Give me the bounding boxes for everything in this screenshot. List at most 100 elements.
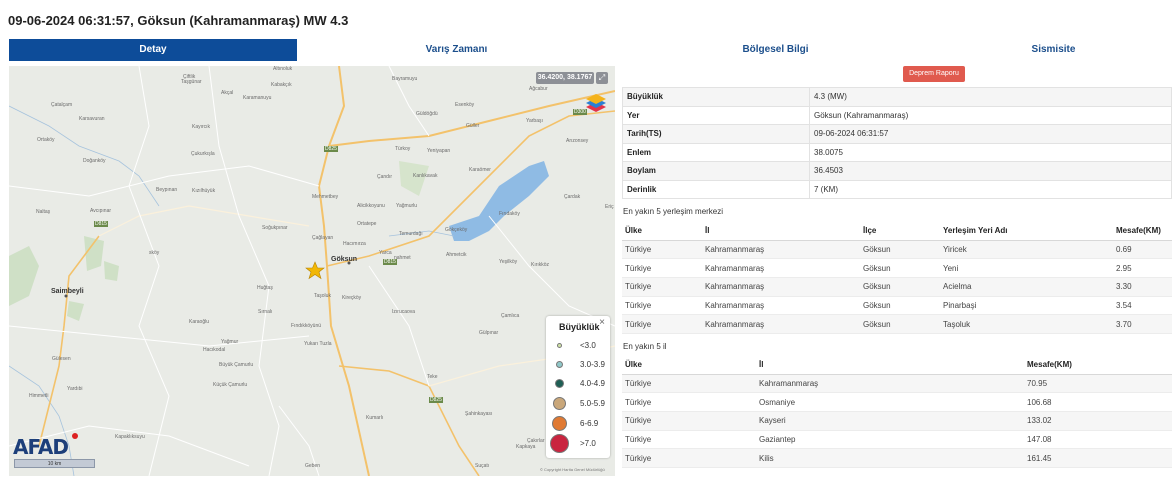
table-cell: 3.30 [1113, 277, 1172, 297]
map-label: Akçal [221, 90, 234, 96]
earthquake-report-button[interactable]: Deprem Raporu [903, 66, 965, 82]
table-row: Türkiye Kahramanmaraş 70.95 [622, 374, 1172, 394]
settlements-table: Ülke İl İlçe Yerleşim Yeri Adı Mesafe(KM) Tü… [622, 222, 1172, 334]
map-label: Küçük Çamurlu [213, 382, 248, 388]
column-header: İlçe [860, 222, 940, 241]
info-key: Derinlik [622, 179, 810, 199]
map-label-saimbeyli: Saimbeyli [51, 288, 84, 295]
provinces-title: En yakın 5 il [623, 342, 667, 351]
legend-item: 4.0-4.9 [546, 376, 610, 392]
map-label: Hacıkodal [203, 347, 226, 353]
table-cell: Kayseri [756, 411, 1024, 431]
legend-item: 3.0-3.9 [546, 357, 610, 373]
layers-icon[interactable] [583, 90, 609, 116]
map-label: Ortatepe [357, 221, 377, 227]
table-cell: Türkiye [622, 392, 756, 412]
table-cell: Kilis [756, 448, 1024, 468]
column-header: Ülke [622, 356, 756, 375]
map-label: Alicikkoyunu [357, 203, 385, 209]
map-label: Avcıpınar [90, 208, 112, 214]
map-label: Çakırlar [527, 438, 545, 444]
info-row: Büyüklük 4.3 (MW) [622, 87, 1172, 107]
map-label: Çandır [377, 174, 393, 180]
info-value: Göksun (Kahramanmaraş) [809, 105, 1172, 125]
legend-label: >7.0 [580, 439, 596, 448]
legend-label: 5.0-5.9 [580, 399, 605, 408]
road-label: D825 [429, 397, 443, 403]
map-label: Kanlıkavak [413, 173, 438, 179]
column-header: İl [756, 356, 1024, 375]
map-label: Hacımırza [343, 241, 366, 247]
table-cell: Kahramanmaraş [756, 374, 1024, 394]
map-label: Türkoy [395, 146, 411, 152]
afad-logo-mark [72, 433, 78, 439]
map-label: Kapaklıksuyu [115, 434, 145, 440]
map-label: Gökçeköy [445, 227, 468, 233]
map-attribution: © Copyright Harita Genel Müdürlüğü [540, 467, 605, 472]
map-label: Yağmurlu [396, 203, 418, 209]
table-cell: Göksun [860, 314, 940, 334]
legend-label: 3.0-3.9 [580, 360, 605, 369]
road-label: D815 [94, 221, 108, 227]
table-row: Türkiye Osmaniye 106.68 [622, 392, 1172, 412]
provinces-table: Ülke İl Mesafe(KM) Türkiye Kahramanmaraş 70.… [622, 356, 1172, 468]
table-row: Türkiye Kahramanmaraş Göksun Pinarbaşi 3.54 [622, 296, 1172, 316]
info-key: Tarih(TS) [622, 124, 810, 144]
legend-close-icon[interactable]: × [599, 317, 605, 328]
map-label: Himmetli [29, 393, 49, 399]
map-label: Karaömer [469, 167, 491, 173]
info-value: 4.3 (MW) [809, 87, 1172, 107]
column-header: Yerleşim Yeri Adı [940, 222, 1113, 241]
column-header: Mesafe(KM) [1024, 356, 1172, 375]
table-row: Türkiye Gaziantep 147.08 [622, 430, 1172, 450]
tab-bar: Detay Varış Zamanı Bölgesel Bilgi Sismis… [9, 39, 1172, 61]
tab-detay[interactable]: Detay [9, 39, 297, 61]
info-value: 7 (KM) [809, 179, 1172, 199]
info-key: Boylam [622, 161, 810, 181]
legend-item: 5.0-5.9 [546, 396, 610, 412]
tab-varis-zamani[interactable]: Varış Zamanı [425, 44, 488, 55]
tab-sismisite[interactable]: Sismisite [1031, 44, 1076, 55]
map-label: Gülesen [52, 356, 71, 362]
map-label: nahmet [394, 255, 411, 261]
page-title: 09-06-2024 06:31:57, Göksun (Kahramanmar… [8, 13, 349, 28]
table-cell: Kahramanmaraş [702, 277, 860, 297]
map-base-layer [9, 66, 615, 476]
map-label: Arızonsey [566, 138, 589, 144]
map-label: Yağmur [221, 339, 239, 345]
map-label: Çardak [564, 194, 581, 200]
table-cell: Türkiye [622, 314, 702, 334]
settlements-title: En yakın 5 yerleşim merkezi [623, 207, 724, 216]
table-row: Türkiye Kahramanmaraş Göksun Taşoluk 3.70 [622, 314, 1172, 334]
earthquake-map[interactable]: Altınoluk Çiftlik Taşgünar Akçal Kabakçı… [9, 66, 615, 476]
info-key: Büyüklük [622, 87, 810, 107]
afad-logo: AFAD [13, 435, 69, 459]
map-label: Esenköy [455, 102, 475, 108]
map-label: Yarbaşı [526, 118, 543, 124]
map-label: Karaoğlu [189, 319, 210, 325]
map-label: Ahmetcik [446, 252, 467, 258]
road-label: D300 [573, 109, 587, 115]
map-label: Çamlıca [501, 313, 520, 319]
table-cell: Türkiye [622, 296, 702, 316]
map-label: Taşoluk [314, 293, 331, 299]
legend-label: <3.0 [580, 341, 596, 350]
expand-icon[interactable]: ⤢ [596, 72, 608, 84]
table-row: Türkiye Kahramanmaraş Göksun Yeni 2.95 [622, 258, 1172, 278]
legend-label: 4.0-4.9 [580, 379, 605, 388]
map-label: Güldöğdü [416, 111, 438, 117]
map-label: Huğtaş [257, 285, 273, 291]
map-label: Temurdağı [399, 231, 423, 237]
legend-dot [555, 379, 564, 388]
map-label: Izırucaova [392, 309, 416, 315]
road-label: D825 [324, 146, 338, 152]
map-label: Soğukpınar [262, 225, 288, 231]
map-label: Ağcabur [529, 86, 548, 92]
table-cell: Türkiye [622, 411, 756, 431]
table-cell: Taşoluk [940, 314, 1113, 334]
table-cell: Kahramanmaraş [702, 240, 860, 260]
table-row: Türkiye Kahramanmaraş Göksun Acielma 3.30 [622, 277, 1172, 297]
info-key: Enlem [622, 142, 810, 162]
tab-bolgesel-bilgi[interactable]: Bölgesel Bilgi [742, 44, 809, 55]
table-cell: Göksun [860, 240, 940, 260]
